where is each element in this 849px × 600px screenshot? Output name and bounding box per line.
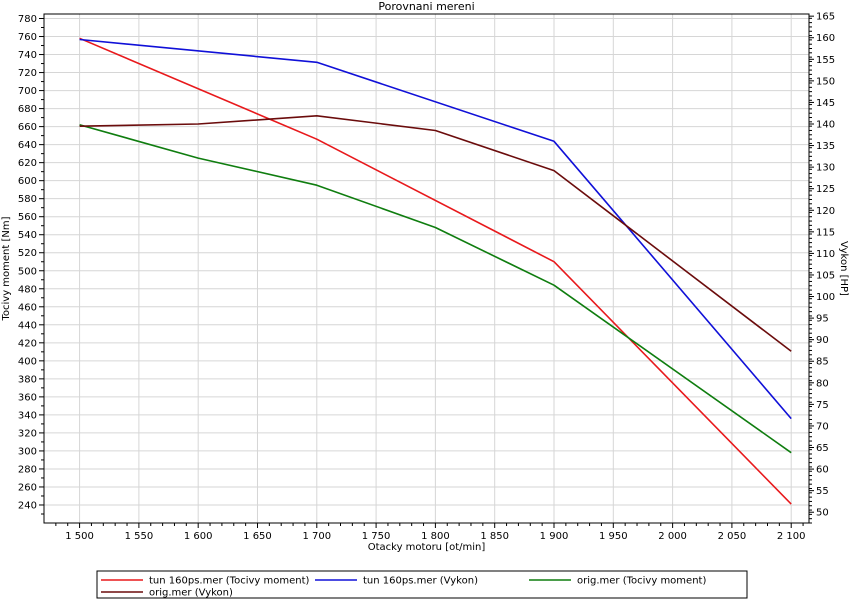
y2-axis-ticks: 50 55 60 65 70 75 80 85 90 95 100 105 110 115 120 125 13… — [809, 12, 835, 524]
y-axis-ticks: 240 260 280 300 320 340 360 380 400 420 440 460 480 5… — [18, 14, 44, 515]
y-tick-label: 400 — [18, 356, 37, 367]
y2-tick-label: 55 — [816, 486, 829, 497]
legend-label-1: tun 160ps.mer (Tocivy moment) — [149, 576, 310, 587]
y2-tick-label: 110 — [816, 249, 835, 260]
y-tick-label: 360 — [18, 392, 37, 403]
y-tick-label: 500 — [18, 266, 37, 277]
y-tick-label: 260 — [18, 482, 37, 493]
x-tick-label: 1 750 — [362, 531, 391, 542]
y-tick-label: 540 — [18, 230, 37, 241]
y-tick-label: 280 — [18, 464, 37, 475]
y-tick-label: 240 — [18, 500, 37, 511]
y-tick-label: 700 — [18, 86, 37, 97]
x-tick-label: 1 800 — [421, 531, 450, 542]
y-tick-label: 460 — [18, 302, 37, 313]
y-tick-label: 560 — [18, 212, 37, 223]
y-tick-label: 660 — [18, 122, 37, 133]
y-tick-label: 480 — [18, 284, 37, 295]
x-tick-label: 2 050 — [718, 531, 747, 542]
x-tick-label: 2 000 — [658, 531, 687, 542]
x-tick-label: 1 550 — [125, 531, 154, 542]
y-tick-label: 740 — [18, 50, 37, 61]
legend: tun 160ps.mer (Tocivy moment) tun 160ps.m… — [96, 570, 748, 599]
chart-title: Porovnani mereni — [378, 0, 474, 13]
x-tick-label: 1 600 — [184, 531, 213, 542]
legend-box — [96, 570, 748, 599]
y-tick-label: 320 — [18, 428, 37, 439]
y-tick-label: 340 — [18, 410, 37, 421]
y2-tick-label: 90 — [816, 335, 829, 346]
y-tick-label: 780 — [18, 14, 37, 25]
legend-label-3: orig.mer (Tocivy moment) — [577, 576, 706, 587]
y2-tick-label: 140 — [816, 119, 835, 130]
y2-tick-label: 135 — [816, 141, 835, 152]
x-tick-label: 1 900 — [540, 531, 569, 542]
y2-tick-label: 155 — [816, 55, 835, 66]
y2-tick-label: 115 — [816, 227, 835, 238]
x-tick-label: 1 650 — [243, 531, 272, 542]
y-tick-label: 760 — [18, 32, 37, 43]
series-line-3 — [79, 124, 792, 454]
y2-tick-label: 100 — [816, 292, 835, 303]
y2-tick-label: 75 — [816, 400, 829, 411]
y2-tick-label: 105 — [816, 270, 835, 281]
series-lines — [79, 37, 792, 505]
y2-axis-title: Vykon [HP] — [838, 241, 849, 296]
x-axis-title: Otacky motoru [ot/min] — [368, 542, 486, 553]
x-tick-label: 1 700 — [302, 531, 331, 542]
x-tick-label: 1 850 — [480, 531, 509, 542]
series-line-2 — [79, 38, 792, 420]
y2-tick-label: 70 — [816, 421, 829, 432]
y-tick-label: 600 — [18, 176, 37, 187]
y2-tick-label: 130 — [816, 163, 835, 174]
y-tick-label: 620 — [18, 158, 37, 169]
legend-label-2: tun 160ps.mer (Vykon) — [363, 576, 478, 587]
y2-tick-label: 50 — [816, 508, 829, 519]
y2-tick-label: 120 — [816, 206, 835, 217]
y-tick-label: 520 — [18, 248, 37, 259]
y-tick-label: 720 — [18, 68, 37, 79]
grid — [44, 14, 809, 523]
y-tick-label: 680 — [18, 104, 37, 115]
series-line-4 — [79, 115, 792, 352]
y2-tick-label: 125 — [816, 184, 835, 195]
y-tick-label: 300 — [18, 446, 37, 457]
y2-tick-label: 60 — [816, 465, 829, 476]
series-line-1 — [79, 37, 792, 505]
y-tick-label: 440 — [18, 320, 37, 331]
y2-tick-label: 160 — [816, 33, 835, 44]
y2-tick-label: 85 — [816, 357, 829, 368]
x-axis-ticks: 1 500 1 550 1 600 1 650 1 700 1 750 1 800 1 850… — [55, 523, 806, 542]
y2-tick-label: 145 — [816, 98, 835, 109]
y-axis-title: Tocivy moment [Nm] — [1, 216, 12, 321]
y-tick-label: 380 — [18, 374, 37, 385]
y2-tick-label: 165 — [816, 12, 835, 23]
y-tick-label: 420 — [18, 338, 37, 349]
y2-tick-label: 150 — [816, 76, 835, 87]
y-tick-label: 640 — [18, 140, 37, 151]
y2-tick-label: 95 — [816, 314, 829, 325]
y-tick-label: 580 — [18, 194, 37, 205]
y2-tick-label: 65 — [816, 443, 829, 454]
legend-label-4: orig.mer (Vykon) — [149, 588, 233, 599]
y2-tick-label: 80 — [816, 378, 829, 389]
x-tick-label: 1 950 — [599, 531, 628, 542]
x-tick-label: 1 500 — [65, 531, 94, 542]
x-tick-label: 2 100 — [777, 531, 806, 542]
